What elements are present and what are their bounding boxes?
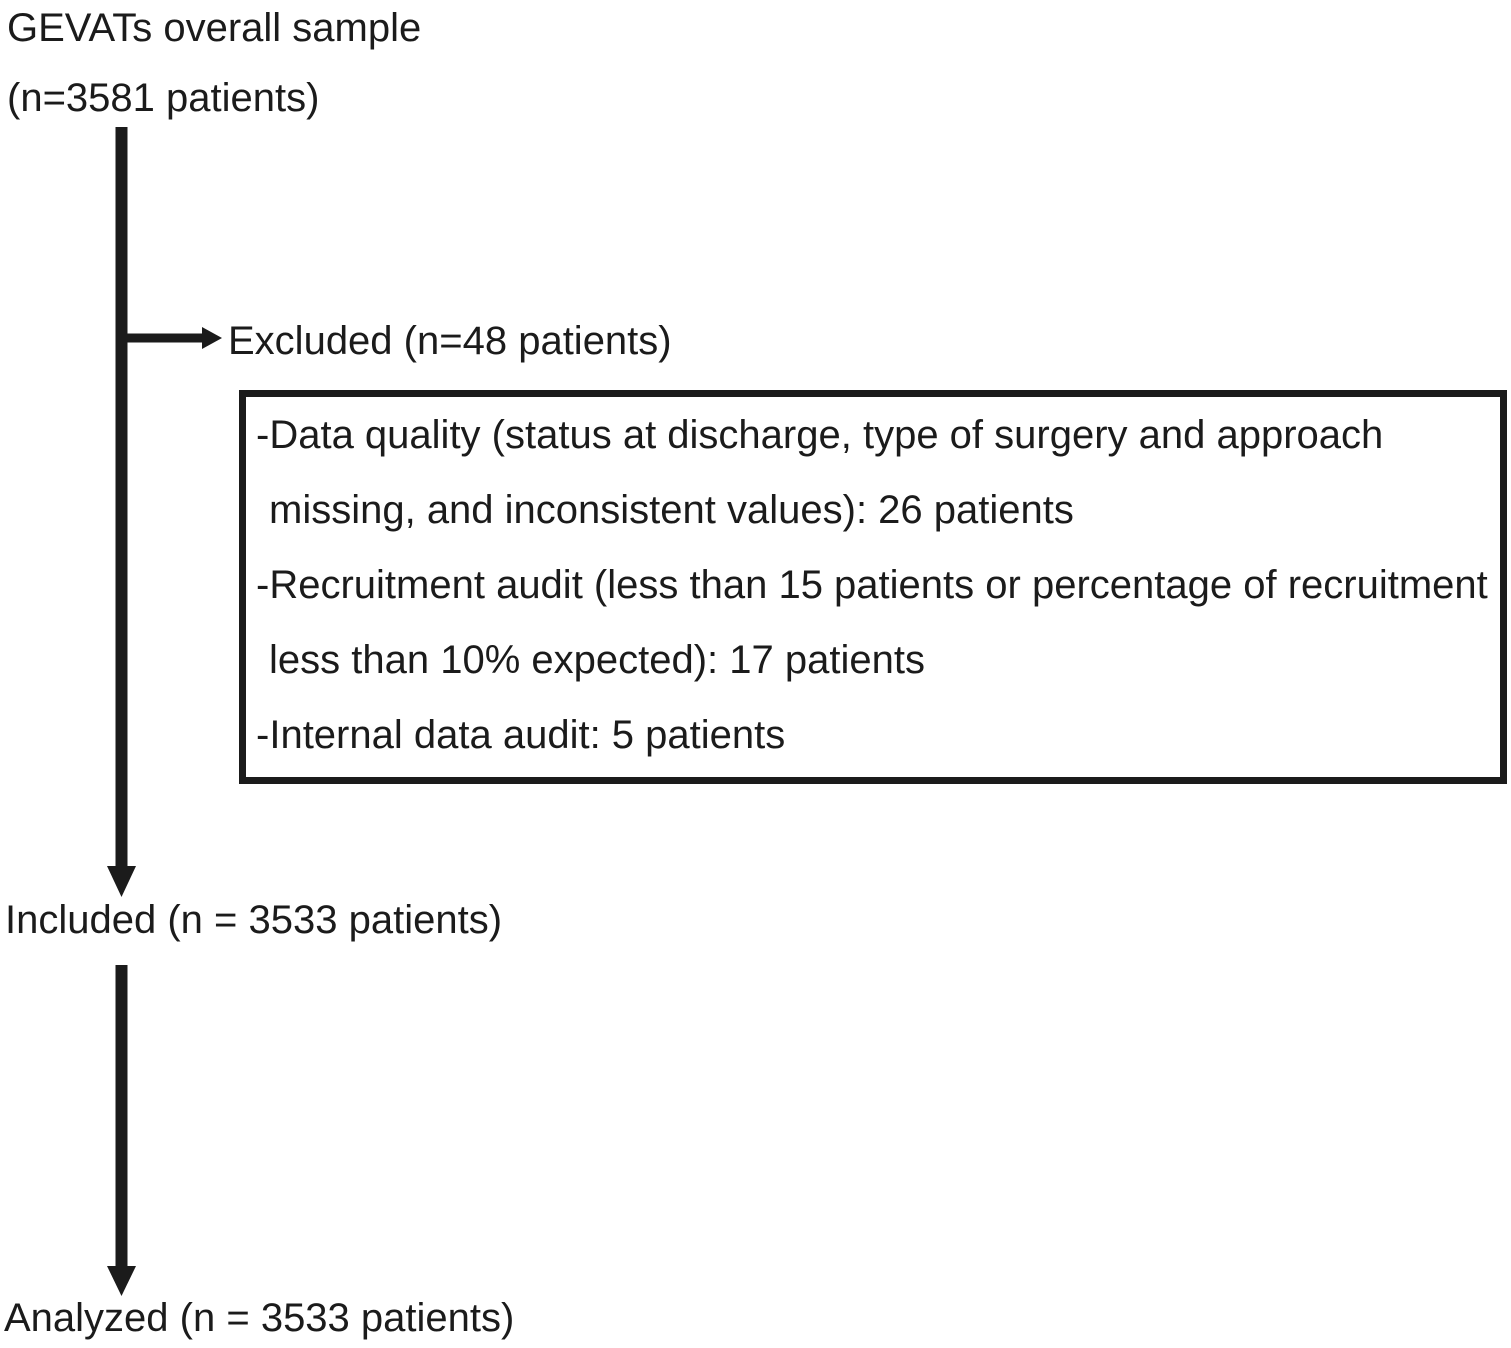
bullet-dash-icon: - <box>256 713 270 757</box>
excluded-node-label: Excluded (n=48 patients) <box>228 319 672 363</box>
exclusion-item-2-text: Recruitment audit (less than 15 patients… <box>269 563 1488 607</box>
exclusion-item-2-text-cont: less than 10% expected): 17 patients <box>269 638 925 682</box>
arrow-source-to-included-head-icon <box>107 866 136 897</box>
source-node-count: (n=3581 patients) <box>7 76 320 120</box>
exclusion-item-2-line-2: less than 10% expected): 17 patients <box>269 623 1500 698</box>
exclusion-item-2-line-1: -Recruitment audit (less than 15 patient… <box>256 548 1500 623</box>
bullet-dash-icon: - <box>256 413 270 457</box>
exclusion-reasons-box: -Data quality (status at discharge, type… <box>239 390 1507 784</box>
exclusion-item-3-text: Internal data audit: 5 patients <box>269 713 786 757</box>
exclusion-item-1-line-2: missing, and inconsistent values): 26 pa… <box>269 473 1500 548</box>
bullet-dash-icon: - <box>256 563 270 607</box>
exclusion-item-1-text-cont: missing, and inconsistent values): 26 pa… <box>269 488 1074 532</box>
source-node-title: GEVATs overall sample <box>7 6 422 50</box>
arrow-branch-to-excluded-head-icon <box>202 327 222 349</box>
exclusion-item-1-text: Data quality (status at discharge, type … <box>269 413 1384 457</box>
arrow-included-to-analyzed-head-icon <box>107 1266 136 1296</box>
included-node-label: Included (n = 3533 patients) <box>5 898 503 942</box>
analyzed-node-label: Analyzed (n = 3533 patients) <box>4 1296 515 1340</box>
exclusion-item-1-line-1: -Data quality (status at discharge, type… <box>256 398 1500 473</box>
exclusion-item-3-line-1: -Internal data audit: 5 patients <box>256 698 1500 773</box>
